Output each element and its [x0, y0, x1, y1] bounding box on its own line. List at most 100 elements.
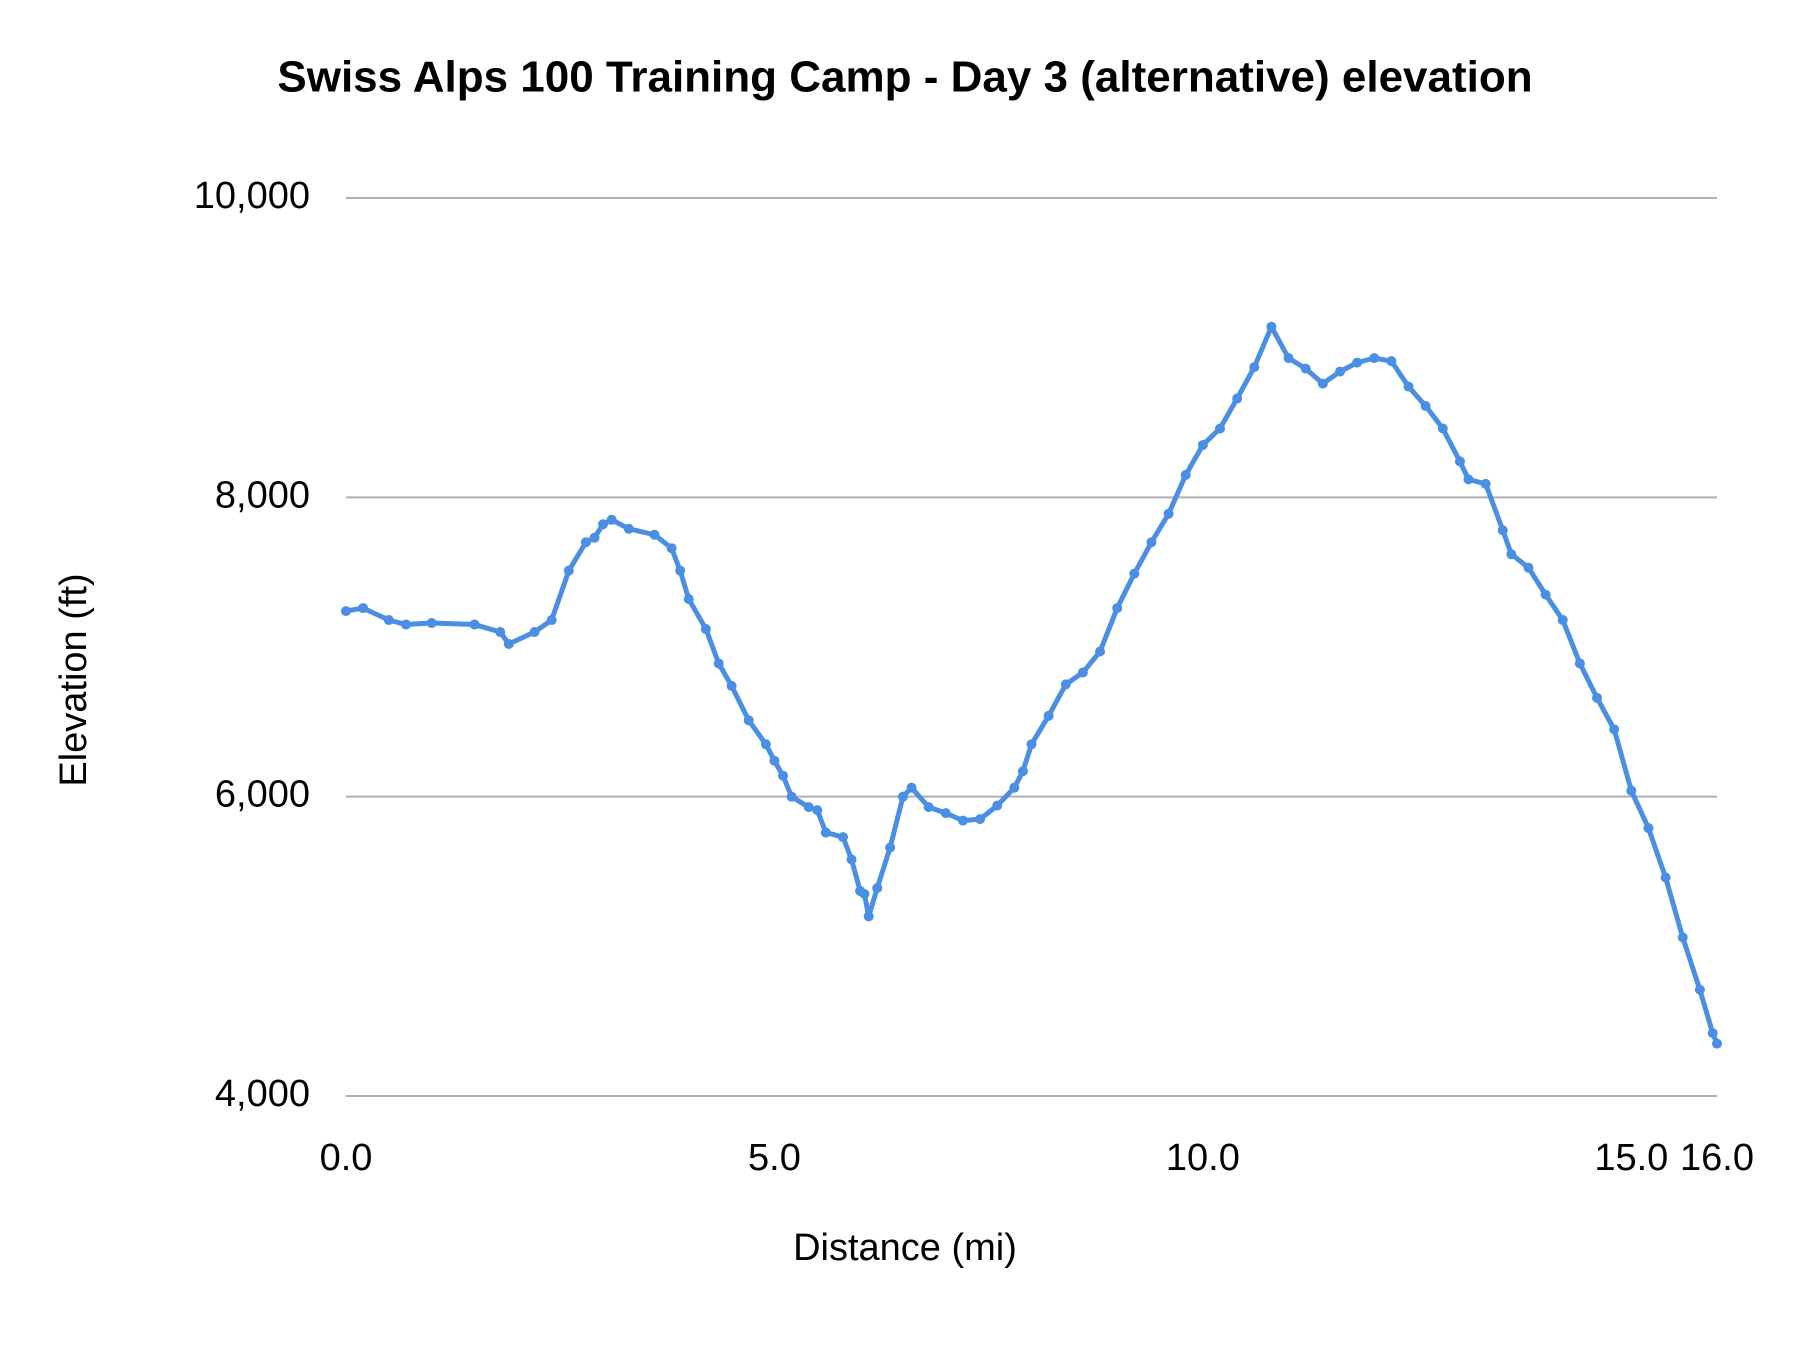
point: [1626, 785, 1637, 796]
point: [623, 523, 634, 534]
point: [1232, 393, 1243, 404]
point: [1497, 525, 1508, 536]
point: [1420, 401, 1431, 412]
point: [1249, 362, 1260, 373]
point: [713, 658, 724, 669]
point: [675, 565, 686, 576]
point: [726, 680, 737, 691]
point: [1077, 667, 1088, 678]
y-tick-label: 8,000: [215, 474, 310, 516]
x-axis-title: Distance (mi): [793, 1227, 1017, 1269]
point: [666, 543, 677, 554]
point: [341, 606, 351, 617]
point: [469, 619, 480, 630]
point: [778, 770, 789, 781]
point: [503, 639, 514, 650]
point: [743, 715, 754, 726]
point: [700, 624, 711, 635]
point: [598, 519, 609, 530]
point: [872, 882, 883, 893]
y-tick-label: 6,000: [215, 774, 310, 816]
point: [837, 832, 848, 843]
point: [1540, 589, 1551, 600]
point: [1506, 549, 1517, 560]
x-tick-label: 15.0: [1594, 1137, 1668, 1179]
point: [940, 808, 951, 819]
point: [1009, 782, 1020, 793]
point: [1707, 1028, 1718, 1039]
point: [1163, 508, 1174, 519]
point: [1112, 603, 1123, 614]
point: [769, 755, 780, 766]
x-tick-label: 10.0: [1166, 1137, 1240, 1179]
point: [812, 805, 823, 816]
point: [649, 529, 660, 540]
x-tick-label: 0.0: [320, 1137, 373, 1179]
point: [859, 888, 870, 899]
point: [1660, 872, 1671, 883]
point: [546, 615, 557, 626]
point: [1060, 679, 1071, 690]
point: [580, 537, 591, 548]
point: [863, 911, 874, 922]
point: [820, 827, 831, 838]
y-tick-label: 10,000: [194, 175, 310, 217]
point: [563, 565, 574, 576]
chart-title: Swiss Alps 100 Training Camp - Day 3 (al…: [277, 53, 1532, 102]
point: [1317, 378, 1328, 389]
point: [846, 854, 857, 865]
point: [1129, 568, 1140, 579]
point: [589, 532, 600, 543]
point: [1283, 353, 1294, 364]
point: [1463, 474, 1474, 485]
point: [957, 815, 968, 826]
point: [1454, 456, 1465, 467]
point: [1386, 356, 1397, 367]
point: [1609, 724, 1620, 735]
point: [1557, 615, 1568, 626]
point: [1352, 357, 1363, 368]
y-axis-title: Elevation (ft): [53, 573, 95, 786]
y-tick-label: 4,000: [215, 1073, 310, 1115]
point: [897, 791, 908, 802]
x-tick-label: 5.0: [748, 1137, 801, 1179]
x-tick-label: 16.0: [1680, 1137, 1754, 1179]
point: [1215, 423, 1226, 434]
point: [1300, 363, 1311, 374]
point: [1694, 984, 1705, 995]
point: [803, 802, 814, 813]
point: [760, 739, 771, 750]
point: [426, 618, 437, 629]
point: [1146, 537, 1157, 548]
point: [1643, 823, 1654, 834]
point: [885, 842, 896, 853]
point: [1523, 562, 1534, 573]
point: [1095, 646, 1106, 657]
point: [383, 615, 394, 626]
point: [906, 782, 917, 793]
point: [1266, 321, 1277, 332]
point: [1403, 381, 1414, 392]
point: [400, 619, 411, 630]
point: [923, 802, 934, 813]
point: [786, 791, 797, 802]
point: [606, 514, 617, 525]
point: [975, 814, 986, 825]
point: [1197, 439, 1208, 450]
point: [1369, 353, 1380, 364]
point: [683, 594, 694, 605]
point: [358, 603, 369, 614]
point: [1677, 932, 1688, 943]
point: [1592, 692, 1603, 703]
point: [495, 627, 506, 638]
point: [529, 627, 540, 638]
point: [1334, 366, 1345, 377]
line: [345, 324, 1720, 1045]
point: [1043, 710, 1054, 721]
point: [1026, 739, 1037, 750]
point: [1017, 766, 1028, 777]
point: [1180, 469, 1191, 480]
point: [992, 800, 1003, 811]
point: [1712, 1038, 1722, 1049]
